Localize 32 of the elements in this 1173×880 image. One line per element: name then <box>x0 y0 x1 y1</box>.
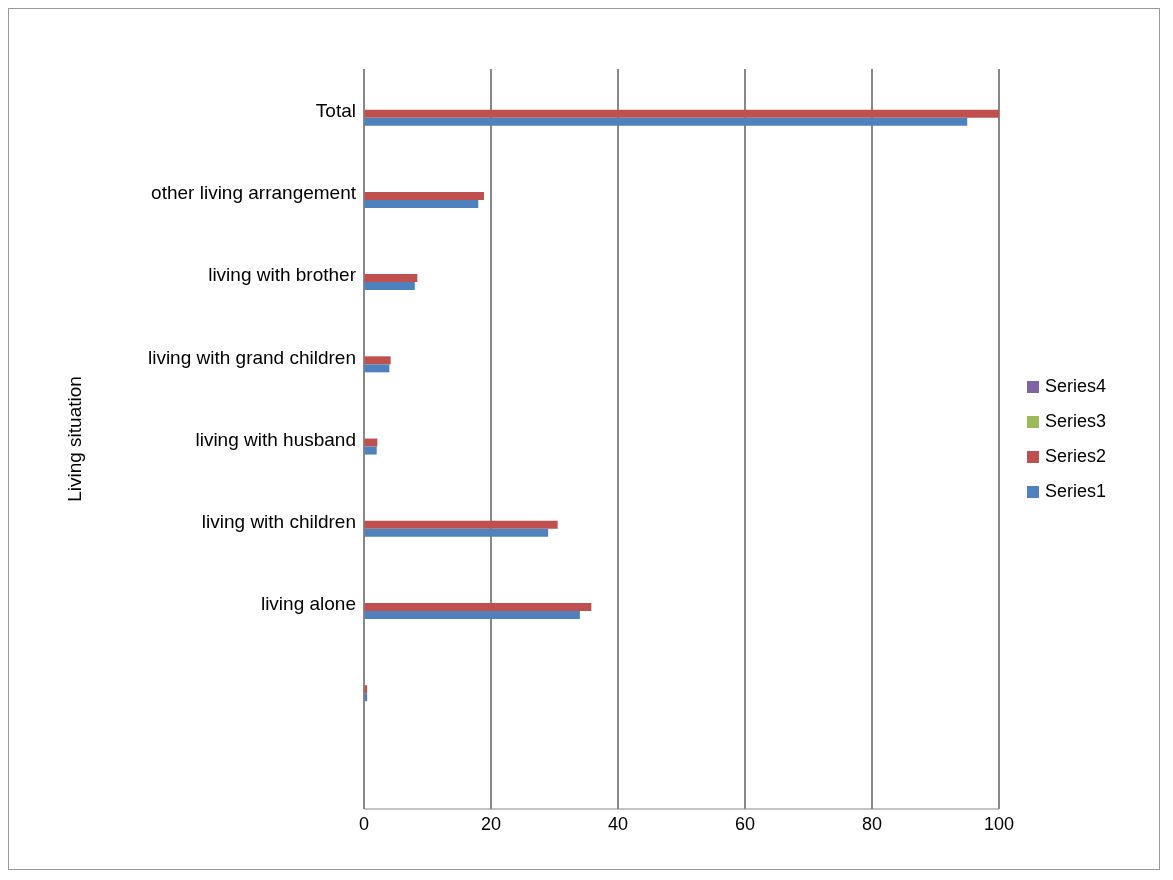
y-tick-label: living with husband <box>195 428 356 450</box>
bar <box>364 356 391 365</box>
bar <box>364 520 558 529</box>
x-tick-label: 60 <box>734 813 756 834</box>
legend-label: Series3 <box>1045 411 1107 432</box>
bar <box>364 446 377 455</box>
bar <box>364 611 580 619</box>
bar <box>364 364 390 373</box>
bar <box>364 282 415 291</box>
legend-label: Series2 <box>1045 446 1107 467</box>
bar <box>364 199 479 208</box>
x-tick-label: 100 <box>983 813 1015 834</box>
y-tick-label: Total <box>315 99 356 121</box>
legend-label: Series4 <box>1045 376 1107 397</box>
y-tick-label: living with children <box>201 510 356 532</box>
y-tick-label: living with brother <box>208 264 357 286</box>
y-tick-label: living with grand children <box>147 346 356 368</box>
y-tick-label: living alone <box>260 593 356 615</box>
bar <box>364 528 549 537</box>
bar <box>364 274 418 283</box>
y-axis-title: Living situation <box>63 376 85 502</box>
bar <box>364 109 999 118</box>
x-tick-label: 40 <box>607 813 629 834</box>
x-tick-label: 0 <box>358 813 370 834</box>
y-tick-label: other living arrangement <box>151 182 357 204</box>
x-tick-label: 80 <box>861 813 883 834</box>
bar <box>364 117 968 126</box>
bar <box>364 603 592 611</box>
bar <box>364 438 378 447</box>
x-tick-label: 20 <box>480 813 502 834</box>
legend-label: Series1 <box>1045 481 1107 502</box>
bar <box>364 191 485 200</box>
